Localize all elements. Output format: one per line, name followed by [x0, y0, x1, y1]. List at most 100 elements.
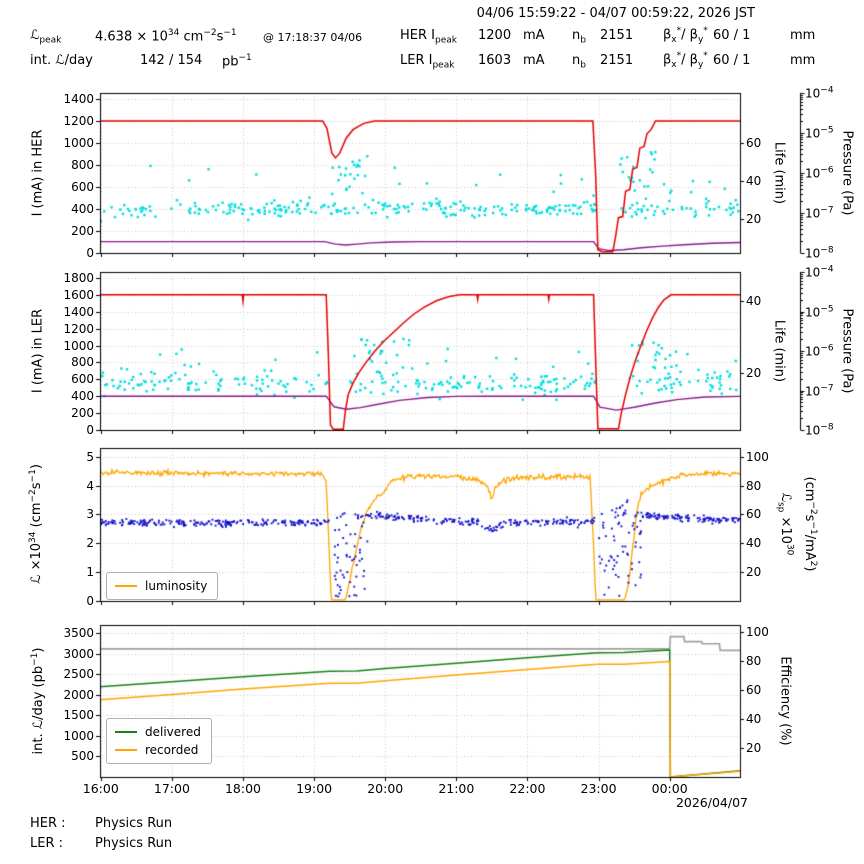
- her-right-tick-label: 60: [746, 135, 762, 150]
- her-right-tick-label: 20: [746, 211, 762, 226]
- intlday-value: 142 / 154: [140, 53, 203, 68]
- ler-ytick-label: 400: [71, 389, 94, 404]
- ler-nb-label: nb: [572, 53, 586, 71]
- x-tick-label: 20:00: [367, 781, 404, 796]
- ler-ytick-label: 600: [71, 372, 94, 387]
- her-ytick-label: 1200: [63, 113, 94, 128]
- her-mode-label: HER :: [30, 816, 66, 831]
- ler-ytick-label: 1600: [63, 287, 94, 302]
- her-nb-label: nb: [572, 28, 586, 46]
- her-ytick-label: 1400: [63, 91, 94, 106]
- lum-right-tick-label: 40: [746, 536, 762, 551]
- her-ytick-label: 600: [71, 179, 94, 194]
- delivered-legend-label: delivered: [145, 725, 201, 739]
- ler-y-axis-label: I (mA) in LER: [30, 308, 46, 394]
- x-axis-date-label: 2026/04/07: [675, 795, 748, 810]
- lum-right-tick-label: 80: [746, 478, 762, 493]
- ler-ipeak-label: LER Ipeak: [400, 53, 455, 71]
- ler-ytick-label: 1400: [63, 304, 94, 319]
- her-ytick-label: 400: [71, 201, 94, 216]
- lum-right-tick-label: 20: [746, 565, 762, 580]
- recorded-legend-label: recorded: [145, 743, 199, 757]
- ler-pressure-tick-label: 10−4: [805, 264, 834, 280]
- intl-ytick-label: 1000: [63, 728, 94, 743]
- intl-ytick-label: 3000: [63, 646, 94, 661]
- ler-right-tick-label: 40: [746, 293, 762, 308]
- ler-pressure-tick-label: 10−7: [805, 383, 834, 398]
- x-tick-label: 23:00: [580, 781, 617, 796]
- intl-ytick-label: 500: [71, 749, 94, 764]
- specific-luminosity-axis-label-line1: ℒsp ×1030: [775, 492, 795, 556]
- her-right-tick-label: 40: [746, 173, 762, 188]
- lum-ytick-label: 1: [86, 565, 94, 580]
- her-ytick-label: 800: [71, 157, 94, 172]
- lpeak-time: @ 17:18:37 04/06: [263, 31, 363, 44]
- her-beta-label: βx*/ βy*: [663, 26, 708, 45]
- her-life-axis-label: Life (min): [771, 141, 787, 205]
- her-beta-value: 60 / 1: [713, 28, 751, 43]
- intlday-y-axis-label: int. ℒ/day (pb−1): [29, 647, 47, 755]
- her-ytick-label: 200: [71, 223, 94, 238]
- ler-pressure-axis-label: Pressure (Pa): [839, 308, 855, 394]
- her-ytick-label: 0: [86, 246, 94, 260]
- integrated-luminosity-legend: delivered recorded: [106, 718, 212, 764]
- intlday-unit: pb−1: [222, 53, 252, 70]
- intl-ytick-label: 2500: [63, 667, 94, 682]
- lpeak-value: 4.638 × 1034 cm−2s−1: [95, 28, 237, 45]
- lpeak-label: ℒpeak: [30, 28, 62, 46]
- luminosity-legend: luminosity: [106, 572, 219, 600]
- ler-ytick-label: 0: [86, 423, 94, 437]
- her-mode-status: Physics Run: [95, 816, 173, 831]
- luminosity-line-swatch: [115, 585, 137, 587]
- ler-ytick-label: 800: [71, 355, 94, 370]
- lum-ytick-label: 4: [86, 478, 94, 493]
- legend-item-recorded: recorded: [115, 741, 201, 759]
- x-tick-label: 18:00: [224, 781, 262, 796]
- intl-ytick-label: 2000: [63, 687, 94, 702]
- x-tick-label: 21:00: [438, 781, 475, 796]
- ler-life-axis-label: Life (min): [771, 319, 787, 383]
- intlday-label: int. ℒ/day: [30, 53, 93, 68]
- her-ytick-label: 1000: [63, 135, 94, 150]
- ler-mode-status: Physics Run: [95, 836, 173, 851]
- ler-pressure-tick-label: 10−5: [805, 304, 834, 319]
- x-tick-label: 00:00: [651, 781, 688, 796]
- her-pressure-tick-label: 10−5: [805, 125, 834, 141]
- her-pressure-axis-label: Pressure (Pa): [839, 130, 855, 216]
- ler-mode-label: LER :: [30, 836, 64, 851]
- ler-ytick-label: 1800: [63, 270, 94, 285]
- x-tick-label: 17:00: [153, 781, 190, 796]
- her-y-axis-label: I (mA) in HER: [30, 129, 46, 217]
- intl-right-tick-label: 100: [746, 625, 769, 640]
- ler-right-tick-label: 20: [746, 365, 762, 380]
- lum-ytick-label: 2: [86, 536, 94, 551]
- ler-beta-unit: mm: [790, 53, 816, 68]
- her-pressure-tick-label: 10−4: [805, 85, 834, 101]
- her-beta-unit: mm: [790, 28, 816, 43]
- intl-right-tick-label: 40: [746, 712, 762, 727]
- her-pressure-tick-label: 10−6: [805, 165, 834, 181]
- legend-item-delivered: delivered: [115, 723, 201, 741]
- her-pressure-tick-label: 10−8: [805, 245, 834, 261]
- luminosity-legend-label: luminosity: [145, 579, 208, 593]
- date-range: 04/06 15:59:22 - 04/07 00:59:22, 2026 JS…: [476, 6, 755, 21]
- ler-beta-label: βx*/ βy*: [663, 51, 708, 70]
- lum-right-tick-label: 100: [746, 449, 769, 464]
- x-tick-label: 22:00: [509, 781, 546, 796]
- ler-ipeak-unit: mA: [523, 53, 545, 68]
- ler-ytick-label: 1200: [63, 321, 94, 336]
- delivered-line-swatch: [115, 731, 137, 733]
- her-ipeak-value: 1200: [478, 28, 512, 43]
- ler-ipeak-value: 1603: [478, 53, 512, 68]
- intl-right-tick-label: 60: [746, 683, 762, 698]
- lum-ytick-label: 3: [86, 507, 94, 522]
- x-tick-label: 16:00: [82, 781, 119, 796]
- efficiency-axis-label: Efficiency (%): [777, 656, 793, 746]
- lum-ytick-label: 5: [86, 449, 94, 464]
- lum-right-tick-label: 60: [746, 507, 762, 522]
- intl-ytick-label: 3500: [63, 626, 94, 641]
- legend-item-luminosity: luminosity: [115, 577, 207, 595]
- luminosity-y-axis-label: ℒ ×1034 (cm−2s−1): [27, 464, 45, 584]
- recorded-line-swatch: [115, 749, 137, 751]
- her-nb-value: 2151: [600, 28, 634, 43]
